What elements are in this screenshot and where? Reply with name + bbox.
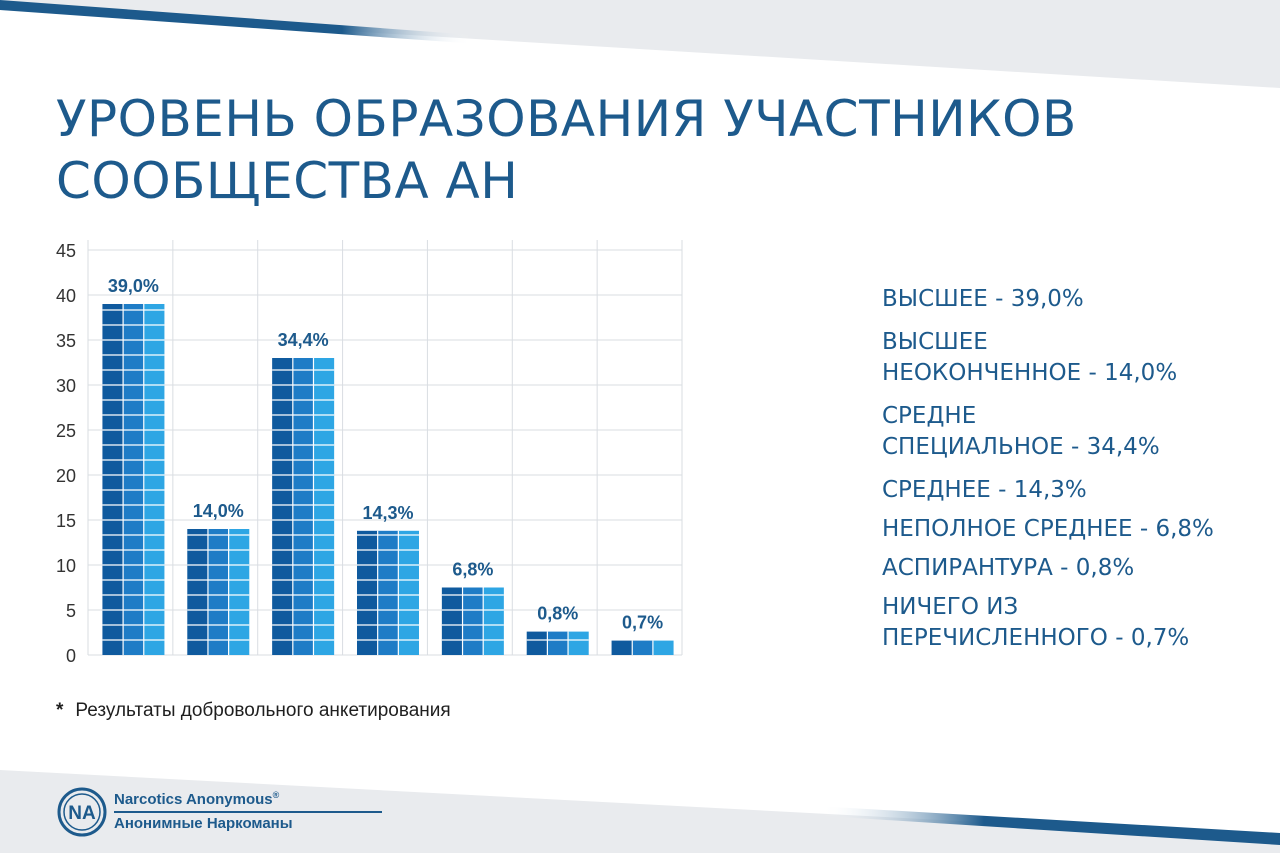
bar <box>526 631 589 655</box>
title-line-1: УРОВЕНЬ ОБРАЗОВАНИЯ УЧАСТНИКОВ <box>56 90 1077 148</box>
bars <box>102 304 674 655</box>
legend-item-text: АСПИРАНТУРА - 0,8% <box>882 555 1135 581</box>
y-tick-label: 20 <box>56 466 76 486</box>
bar-segment <box>228 529 250 655</box>
bar-segment <box>441 587 463 655</box>
data-label: 14,0% <box>193 501 244 521</box>
footnote: * Результаты добровольного анкетирования <box>56 700 451 722</box>
data-label: 34,4% <box>278 330 329 350</box>
bar-segment <box>547 631 569 655</box>
legend-item: НИЧЕГО ИЗ ПЕРЕЧИСЛЕННОГО - 0,7% <box>882 592 1272 654</box>
data-labels: 39,0% 14,0% 34,4% 14,3% 6,8% 0,8% 0,7% <box>108 276 663 633</box>
legend-item: ВЫСШЕЕ НЕОКОНЧЕННОЕ - 14,0% <box>882 327 1272 389</box>
legend: ВЫСШЕЕ - 39,0% ВЫСШЕЕ НЕОКОНЧЕННОЕ - 14,0%… <box>882 284 1272 666</box>
footnote-star: * <box>56 700 64 721</box>
registered-mark: ® <box>272 790 280 800</box>
logo-letters: NA <box>68 803 96 824</box>
bar <box>187 529 250 655</box>
brand-divider <box>114 811 382 813</box>
bar-segment <box>123 304 144 655</box>
bar-segment <box>357 530 378 655</box>
bar <box>272 358 335 655</box>
top-gray-band <box>0 0 1280 88</box>
legend-item: АСПИРАНТУРА - 0,8% <box>882 553 1272 584</box>
bar-segment <box>483 587 504 655</box>
bottom-blue-stripe <box>540 790 1280 845</box>
bar-segment <box>526 631 548 655</box>
legend-item: ВЫСШЕЕ - 39,0% <box>882 284 1272 315</box>
bottom-gray-band <box>0 770 1280 853</box>
bar-segment <box>462 587 484 655</box>
y-tick-label: 15 <box>56 511 76 531</box>
bar-segment <box>611 640 633 655</box>
y-tick-label: 30 <box>56 376 76 396</box>
y-tick-label: 0 <box>66 646 76 666</box>
bar <box>357 530 419 655</box>
legend-item-text: ВЫСШЕЕ - 39,0% <box>882 286 1084 312</box>
legend-item-text: СРЕДНЕЕ - 14,3% <box>882 477 1087 503</box>
data-label: 0,8% <box>537 604 578 624</box>
page-title: УРОВЕНЬ ОБРАЗОВАНИЯ УЧАСТНИКОВ СООБЩЕСТВ… <box>56 88 1156 212</box>
vertical-gridlines <box>87 240 683 655</box>
bar-segment <box>313 358 335 655</box>
y-tick-label: 25 <box>56 421 76 441</box>
legend-item: НЕПОЛНОЕ СРЕДНЕЕ - 6,8% <box>882 514 1272 545</box>
brand-name-ru: Анонимные Наркоманы <box>114 815 293 832</box>
legend-item: СРЕДНЕ СПЕЦИАЛЬНОЕ - 34,4% <box>882 401 1272 463</box>
y-tick-label: 5 <box>66 601 76 621</box>
bar <box>102 304 165 655</box>
na-logo-icon: NA <box>57 787 107 837</box>
y-axis-tick-labels: 0 5 10 15 20 25 30 35 40 45 <box>56 241 76 666</box>
y-tick-label: 40 <box>56 286 76 306</box>
bar-segment <box>207 529 229 655</box>
bar <box>611 640 674 655</box>
data-label: 39,0% <box>108 276 159 296</box>
bar-segment <box>143 304 165 655</box>
bar-segment <box>398 530 419 655</box>
bar-chart: 0 5 10 15 20 25 30 35 40 45 39,0% 14,0% 34,4% 14,3% 6… <box>56 240 683 666</box>
top-blue-stripe <box>0 0 760 64</box>
bar-segment <box>187 529 208 655</box>
legend-item-text: ВЫСШЕЕ <box>882 329 988 355</box>
legend-item-text: СПЕЦИАЛЬНОЕ - 34,4% <box>882 434 1160 460</box>
bar-segment <box>568 631 589 655</box>
y-tick-label: 35 <box>56 331 76 351</box>
brand-name-en-text: Narcotics Anonymous <box>114 791 273 808</box>
bar-segment <box>377 530 399 655</box>
legend-item-text: НЕОКОНЧЕННОЕ - 14,0% <box>882 360 1178 386</box>
legend-item-text: ПЕРЕЧИСЛЕННОГО - 0,7% <box>882 625 1190 651</box>
y-tick-label: 45 <box>56 241 76 261</box>
data-label: 14,3% <box>362 503 413 523</box>
title-line-2: СООБЩЕСТВА АН <box>56 152 519 210</box>
data-label: 0,7% <box>622 613 663 633</box>
bar-segment <box>102 304 124 655</box>
legend-item-text: НИЧЕГО ИЗ <box>882 594 1019 620</box>
data-label: 6,8% <box>452 560 493 580</box>
legend-item: СРЕДНЕЕ - 14,3% <box>882 475 1272 506</box>
bar-segment <box>632 640 653 655</box>
brand-name-en: Narcotics Anonymous® <box>114 790 279 808</box>
bar-segment <box>292 358 314 655</box>
legend-item-text: СРЕДНЕ <box>882 403 977 429</box>
bar <box>441 587 504 655</box>
y-tick-label: 10 <box>56 556 76 576</box>
legend-item-text: НЕПОЛНОЕ СРЕДНЕЕ - 6,8% <box>882 516 1214 542</box>
footnote-text: Результаты добровольного анкетирования <box>75 700 451 721</box>
bar-segment <box>652 640 674 655</box>
bar-segment <box>272 358 293 655</box>
